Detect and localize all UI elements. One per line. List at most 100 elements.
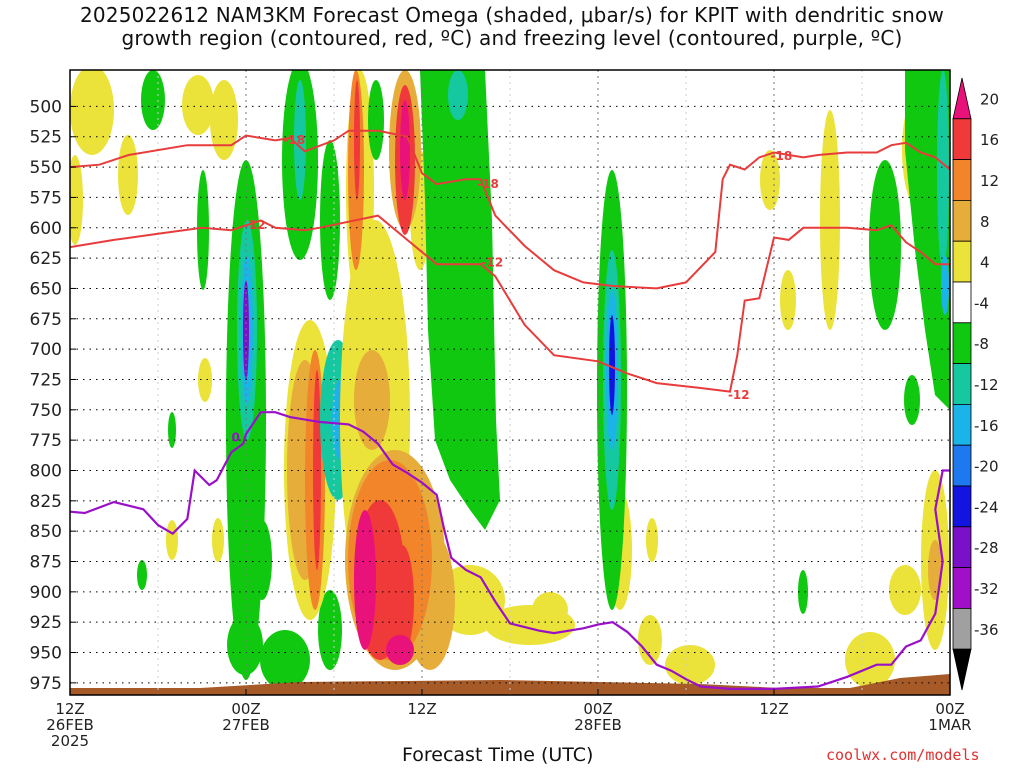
colorbar-label: -28 (974, 539, 999, 557)
colorbar-segment (952, 403, 972, 446)
colorbar-label: -24 (974, 498, 999, 516)
omega-patch (354, 350, 390, 450)
credit-text: coolwx.com/models (826, 746, 980, 764)
y-tick-label: 700 (30, 340, 62, 360)
contour-labels: -18 -18 -18 -12 -12 -12 0 (232, 133, 793, 445)
colorbar-label: -20 (974, 458, 999, 476)
colorbar-label: -4 (974, 294, 989, 312)
omega-patch (227, 615, 263, 675)
colorbar-segment (952, 526, 972, 568)
omega-patch (70, 70, 114, 155)
y-tick-label: 975 (30, 674, 62, 694)
omega-patch (760, 150, 780, 210)
omega-shading (70, 70, 950, 695)
colorbar-segment (952, 485, 972, 528)
y-tick-label: 750 (30, 401, 62, 421)
omega-patch (780, 270, 796, 330)
y-tick-label: 950 (30, 644, 62, 664)
y-tick-label: 675 (30, 310, 62, 330)
colorbar-segment (952, 444, 972, 487)
contour-label: -18 (477, 177, 499, 191)
omega-patch (400, 100, 410, 200)
colorbar-segment (952, 199, 972, 242)
colorbar-label: -32 (974, 580, 999, 598)
omega-patch (646, 518, 658, 562)
colorbar-segment (952, 322, 972, 364)
y-tick-label: 850 (30, 522, 62, 542)
colorbar-label: -8 (974, 335, 989, 353)
omega-patch (820, 110, 840, 330)
x-tick-label: 12Z (55, 700, 84, 718)
y-tick-label: 550 (30, 158, 62, 178)
omega-patch (889, 565, 921, 615)
x-tick-label: 2025 (51, 732, 89, 750)
omega-patch (665, 645, 715, 685)
contour-label: -12 (728, 388, 750, 402)
chart-title: 2025022612 NAM3KM Forecast Omega (shaded… (79, 3, 945, 50)
y-tick-label: 525 (30, 128, 62, 148)
omega-patch (368, 80, 384, 160)
x-tick-label: 12Z (759, 700, 788, 718)
omega-patch (182, 75, 214, 135)
plot-frame (69, 69, 951, 696)
omega-patch (386, 635, 414, 665)
y-tick-label: 500 (30, 97, 62, 117)
colorbar-label: -12 (974, 376, 999, 394)
omega-patch (168, 412, 176, 448)
colorbar-segment (952, 159, 972, 201)
x-tick-label: 28FEB (574, 716, 621, 734)
colorbar-label: -36 (974, 621, 999, 639)
omega-patch (70, 155, 83, 245)
y-tick-label: 900 (30, 583, 62, 603)
y-tick-label: 800 (30, 461, 62, 481)
x-tick-label: 12Z (407, 700, 436, 718)
omega-patch (845, 632, 895, 688)
omega-patch (318, 590, 342, 670)
omega-patch (354, 80, 360, 200)
y-tick-label: 600 (30, 219, 62, 239)
dgz-contour-minus18 (70, 129, 950, 290)
colorbar-label: 16 (980, 131, 999, 149)
contour-label: -12 (482, 256, 504, 270)
colorbar-segment (952, 648, 972, 691)
omega-patch (390, 545, 414, 655)
y-tick-label: 650 (30, 279, 62, 299)
colorbar-label: 8 (980, 213, 990, 231)
y-tick-label: 725 (30, 370, 62, 390)
dgz-contour-minus12 (70, 214, 950, 393)
omega-patch (252, 520, 272, 600)
colorbar-segment (952, 281, 972, 324)
y-tick-label: 625 (30, 249, 62, 269)
omega-patch (137, 560, 147, 590)
omega-patch (420, 70, 500, 530)
colorbar-segment (952, 363, 972, 405)
colorbar-segment (952, 77, 972, 120)
y-axis: 500 525 550 575 600 625 650 675 700 725 750 775 800 8… (30, 97, 76, 694)
y-tick-label: 925 (30, 613, 62, 633)
contour-label: -18 (284, 133, 306, 147)
omega-patch (166, 520, 178, 560)
omega-patch (260, 630, 310, 690)
x-tick-label: 00Z (935, 700, 964, 718)
omega-patch (354, 510, 376, 650)
contour-label: 0 (232, 431, 240, 445)
omega-patch (197, 170, 209, 290)
x-tick-label: 27FEB (222, 716, 269, 734)
omega-patch (904, 375, 920, 425)
omega-patch (320, 140, 340, 300)
omega-patch (941, 255, 949, 315)
freezing-level-contour (70, 411, 950, 690)
x-tick-label: 26FEB (46, 716, 93, 734)
x-axis-label: Forecast Time (UTC) (402, 744, 594, 766)
contour-label: -12 (244, 218, 266, 232)
colorbar-label: 12 (980, 172, 999, 190)
omega-patch (869, 160, 901, 330)
x-tick-label: 00Z (231, 700, 260, 718)
omega-patch (937, 70, 949, 270)
colorbar-segment (952, 567, 972, 609)
omega-patch (198, 358, 212, 402)
omega-patch (532, 592, 568, 628)
contour-label: -18 (770, 149, 792, 163)
